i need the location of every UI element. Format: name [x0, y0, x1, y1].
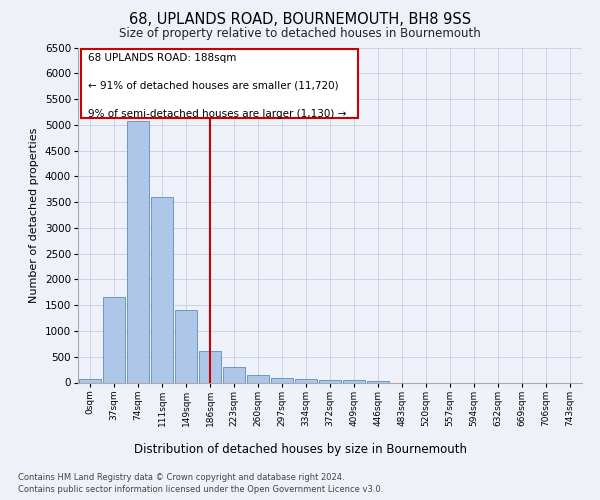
Bar — [151, 197, 173, 382]
Y-axis label: Number of detached properties: Number of detached properties — [29, 128, 39, 302]
Bar — [223, 366, 245, 382]
Text: Distribution of detached houses by size in Bournemouth: Distribution of detached houses by size … — [133, 442, 467, 456]
Text: Contains HM Land Registry data © Crown copyright and database right 2024.: Contains HM Land Registry data © Crown c… — [18, 472, 344, 482]
Bar — [127, 120, 149, 382]
Text: 68, UPLANDS ROAD, BOURNEMOUTH, BH8 9SS: 68, UPLANDS ROAD, BOURNEMOUTH, BH8 9SS — [129, 12, 471, 28]
Bar — [247, 375, 269, 382]
Text: 68 UPLANDS ROAD: 188sqm: 68 UPLANDS ROAD: 188sqm — [88, 52, 236, 62]
Bar — [79, 378, 101, 382]
Text: ← 91% of detached houses are smaller (11,720): ← 91% of detached houses are smaller (11… — [88, 81, 339, 91]
Text: Contains public sector information licensed under the Open Government Licence v3: Contains public sector information licen… — [18, 485, 383, 494]
Text: 9% of semi-detached houses are larger (1,130) →: 9% of semi-detached houses are larger (1… — [88, 110, 346, 120]
Bar — [319, 380, 341, 382]
Bar — [103, 298, 125, 382]
Bar — [199, 350, 221, 382]
FancyBboxPatch shape — [80, 49, 358, 118]
Bar — [175, 310, 197, 382]
Text: Size of property relative to detached houses in Bournemouth: Size of property relative to detached ho… — [119, 28, 481, 40]
Bar — [367, 380, 389, 382]
Bar — [271, 378, 293, 382]
Bar — [295, 380, 317, 382]
Bar — [343, 380, 365, 382]
